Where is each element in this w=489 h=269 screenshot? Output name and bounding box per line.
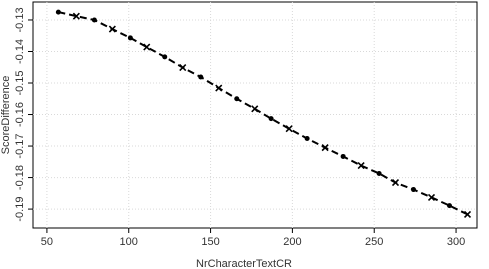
x-tick-label: 250 [365,236,383,248]
y-tick-label: -0.16 [14,102,26,127]
point [357,162,365,170]
point [179,63,187,72]
point [411,187,417,193]
point [427,193,436,201]
y-tick-label: -0.14 [14,39,26,64]
point [251,105,259,113]
point [162,54,168,60]
x-tick-label: 50 [41,236,53,248]
x-axis-label: NrCharacterTextCR [196,258,292,269]
point [304,135,310,141]
point [91,17,97,23]
x-tick-label: 200 [283,236,301,248]
point [198,74,204,80]
point [391,179,400,187]
point [108,25,116,33]
y-tick-label: -0.19 [14,197,26,222]
y-tick-label: -0.15 [14,70,26,95]
x-tick-label: 300 [447,236,465,248]
y-tick-label: -0.13 [14,7,26,32]
point [463,210,472,219]
point [215,84,223,92]
y-tick-label: -0.18 [14,165,26,190]
x-tick-label: 100 [120,236,138,248]
point [268,116,274,122]
point [234,96,240,102]
x-tick-label: 150 [201,236,219,248]
point [321,144,329,152]
point [127,35,133,41]
point [55,9,61,15]
data-line [58,11,468,216]
point [340,153,346,159]
y-axis-label: ScoreDifference [0,76,12,155]
point [376,170,382,176]
point [447,203,453,209]
point [72,12,80,20]
point [143,43,151,51]
point [285,125,293,133]
y-tick-label: -0.17 [14,134,26,159]
